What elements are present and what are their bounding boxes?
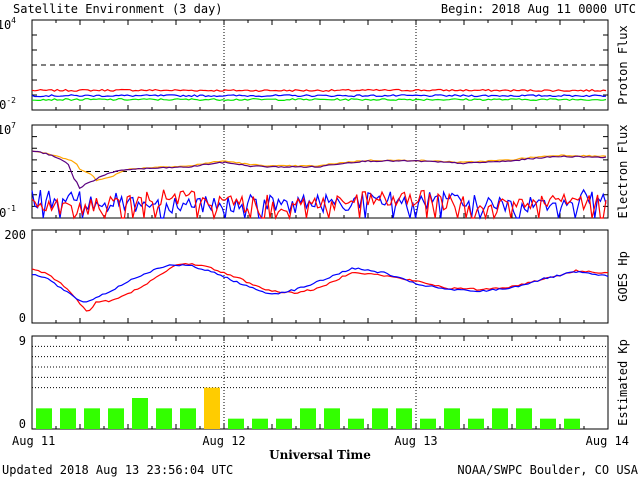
kp-bar bbox=[108, 408, 124, 429]
y-tick-label: 104 bbox=[0, 16, 16, 32]
y-tick-label: 0 bbox=[19, 311, 26, 325]
x-axis-label: Universal Time bbox=[269, 448, 371, 462]
y-tick-label: 0 bbox=[19, 417, 26, 431]
x-axis-ticks: Aug 11 Aug 12 Aug 13 Aug 14 bbox=[12, 434, 629, 448]
x-tick-label: Aug 12 bbox=[202, 434, 245, 448]
y-tick-label: 10-1 bbox=[0, 204, 16, 220]
kp-bar bbox=[180, 408, 196, 429]
goes-hp-panel: 200 0 GOES Hp bbox=[4, 228, 630, 325]
series-line-blue bbox=[31, 94, 607, 98]
kp-bar bbox=[468, 418, 484, 429]
kp-bar bbox=[84, 408, 100, 429]
x-tick-label: Aug 13 bbox=[394, 434, 437, 448]
y-axis-label: Estimated Kp bbox=[616, 339, 630, 426]
figure-title: Satellite Environment (3 day) bbox=[13, 2, 223, 16]
kp-bar bbox=[204, 387, 220, 429]
series-line-blue bbox=[31, 188, 607, 220]
kp-bar bbox=[228, 418, 244, 429]
estimated-kp-panel: 9 0 Estimated Kp bbox=[19, 334, 630, 431]
kp-bar bbox=[540, 418, 556, 429]
kp-bar bbox=[396, 408, 412, 429]
kp-bar bbox=[444, 408, 460, 429]
begin-time: Begin: 2018 Aug 11 0000 UTC bbox=[441, 2, 636, 16]
kp-bar bbox=[420, 418, 436, 429]
kp-bar bbox=[492, 408, 508, 429]
kp-bar bbox=[252, 418, 268, 429]
y-tick-label: 200 bbox=[4, 228, 26, 242]
kp-bar bbox=[276, 418, 292, 429]
proton-flux-panel: 104 10-2 Proton Flux bbox=[0, 16, 630, 112]
series-line-purple bbox=[31, 150, 607, 190]
kp-bar bbox=[564, 418, 580, 429]
y-axis-label: GOES Hp bbox=[616, 251, 630, 302]
y-axis-label: Electron Flux bbox=[616, 125, 630, 219]
series-line-green bbox=[32, 97, 607, 102]
kp-bar bbox=[324, 408, 340, 429]
series-line-red bbox=[31, 88, 607, 93]
kp-bar bbox=[132, 398, 148, 429]
updated-time: Updated 2018 Aug 13 23:56:04 UTC bbox=[2, 463, 233, 477]
series-line-red bbox=[31, 189, 607, 221]
kp-bar bbox=[300, 408, 316, 429]
kp-bar bbox=[372, 408, 388, 429]
y-tick-label: 107 bbox=[0, 121, 16, 137]
kp-bar bbox=[516, 408, 532, 429]
panel-frame bbox=[31, 335, 609, 430]
y-tick-label: 10-2 bbox=[0, 96, 16, 112]
kp-bar bbox=[156, 408, 172, 429]
x-tick-label: Aug 11 bbox=[12, 434, 55, 448]
panel-frame bbox=[31, 229, 609, 324]
electron-flux-panel: 107 10-1 Electron Flux bbox=[0, 121, 630, 221]
series-line-red bbox=[31, 262, 609, 312]
x-tick-label: Aug 14 bbox=[586, 434, 629, 448]
y-axis-label: Proton Flux bbox=[616, 25, 630, 104]
kp-bar bbox=[348, 418, 364, 429]
kp-bar bbox=[36, 408, 52, 429]
kp-bar bbox=[60, 408, 76, 429]
series-line-blue bbox=[31, 264, 609, 303]
credit-text: NOAA/SWPC Boulder, CO USA bbox=[457, 463, 638, 477]
y-tick-label: 9 bbox=[19, 334, 26, 348]
